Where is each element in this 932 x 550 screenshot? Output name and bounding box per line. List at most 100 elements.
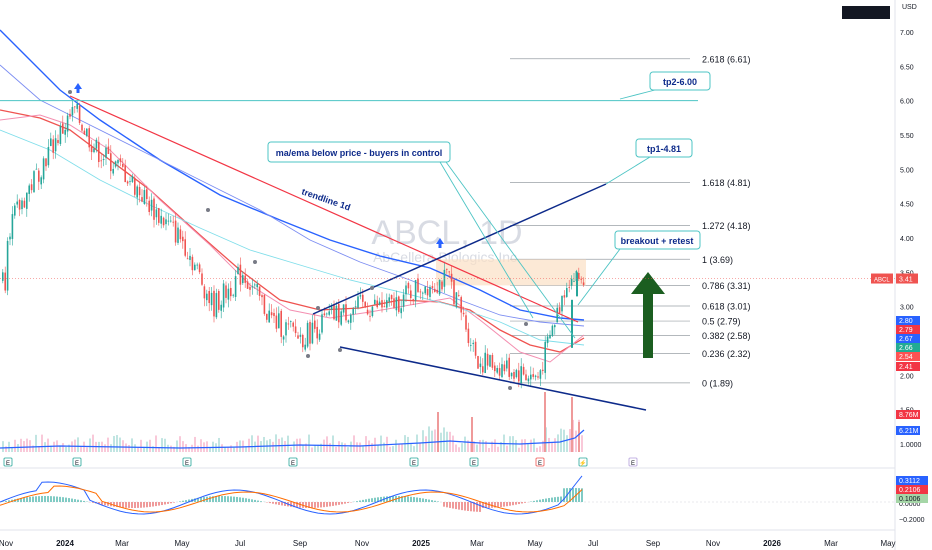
volume-bar <box>527 443 529 452</box>
macd-hist-bar <box>446 502 448 508</box>
price-badge <box>896 316 920 325</box>
macd-hist-bar <box>107 502 109 506</box>
candle-body <box>484 352 486 374</box>
macd-hist-bar <box>329 502 331 507</box>
volume-bar <box>398 444 400 452</box>
ma-note-leader-2 <box>445 161 576 339</box>
ma-note-callout[interactable]: ma/ema below price - buyers in control <box>267 141 451 163</box>
macd-hist-bar <box>257 500 259 502</box>
candle-body <box>256 284 258 288</box>
volume-bar <box>47 438 49 452</box>
macd-hist-bar <box>182 500 184 502</box>
candle-body <box>42 158 45 180</box>
candle-body <box>251 286 254 288</box>
candle-body <box>388 297 390 302</box>
macd-hist-bar <box>404 496 406 502</box>
macd-hist-bar <box>242 497 244 502</box>
volume-bar <box>497 446 499 452</box>
candle-body <box>395 297 398 311</box>
macd-hist-bar <box>221 496 223 502</box>
candle-body <box>141 197 143 202</box>
candle-body <box>30 184 33 191</box>
pivot-dot <box>370 286 374 290</box>
macd-hist-bar <box>188 499 190 502</box>
candle-body <box>417 278 419 292</box>
candle-body <box>450 273 453 282</box>
candle-body <box>426 288 429 296</box>
header-button[interactable] <box>842 6 890 19</box>
candle-body <box>86 128 88 136</box>
candle-body <box>155 209 158 218</box>
macd-hist-bar <box>179 501 181 502</box>
macd-hist-bar <box>173 502 175 503</box>
volume-bar <box>221 444 223 452</box>
volume-bar <box>155 435 157 452</box>
macd-hist-bar <box>8 500 10 502</box>
macd-hist-bar <box>32 496 34 502</box>
volume-bar <box>311 447 313 452</box>
volume-bar <box>383 442 385 452</box>
candle-body <box>50 138 52 147</box>
volume-bar <box>146 441 148 452</box>
candle-body <box>26 192 28 209</box>
candle-body <box>282 336 285 340</box>
volume-bar <box>464 436 466 452</box>
volume-bar <box>419 443 421 452</box>
price-badge-text: 2.67 <box>899 336 913 343</box>
macd-hist-bar <box>134 502 136 508</box>
callouts: tp2-6.00 tp1-4.81 ma/ema below price - b… <box>267 71 711 250</box>
macd-hist-bar <box>581 488 583 502</box>
macd-hist-bar <box>335 502 337 506</box>
candle-body <box>33 171 35 193</box>
fib-label: 1 (3.69) <box>702 255 733 265</box>
candle-body <box>340 311 342 325</box>
candle-body <box>239 264 242 285</box>
volume-bar <box>248 438 250 452</box>
macd-hist-bar <box>152 502 154 507</box>
volume-bar <box>356 442 358 452</box>
tp2-callout[interactable]: tp2-6.00 <box>649 71 711 91</box>
volume-bar <box>173 446 175 452</box>
candle-body <box>54 138 57 152</box>
moving-averages <box>0 29 585 363</box>
volume-bar <box>521 439 523 452</box>
volume-spike <box>578 422 580 452</box>
candle-body <box>270 312 273 316</box>
volume-bar <box>182 441 184 452</box>
candle-body <box>508 357 510 377</box>
time-tick: 2025 <box>412 539 430 548</box>
candle-body <box>208 290 210 304</box>
candle-body <box>59 125 62 144</box>
candle-body <box>359 295 362 297</box>
macd-hist-bar <box>272 502 274 504</box>
candle-body <box>542 369 544 371</box>
pivot-dot <box>338 348 342 352</box>
macd-hist-bar <box>506 502 508 507</box>
macd-hist-bar <box>314 502 316 508</box>
candle-body <box>537 376 539 378</box>
candle-body <box>510 372 513 377</box>
pivot-arrow-icon <box>436 238 444 244</box>
candle-body <box>162 217 165 226</box>
tp1-callout[interactable]: tp1-4.81 <box>635 138 693 158</box>
volume-bar <box>542 440 544 452</box>
volume-bar <box>158 447 160 452</box>
price-badge <box>896 343 920 352</box>
candle-body <box>244 275 246 283</box>
candle-body <box>57 140 59 144</box>
volume-bar <box>284 440 286 452</box>
volume-bar <box>251 435 253 452</box>
macd-hist-bar <box>374 497 376 502</box>
macd-hist-bar <box>461 502 463 511</box>
macd-hist-bar <box>167 502 169 504</box>
volume-bar <box>455 444 457 452</box>
fib-label: 1.618 (4.81) <box>702 178 751 188</box>
volume-bar <box>407 436 409 452</box>
breakout-callout[interactable]: breakout + retest <box>614 230 701 250</box>
volume-bar <box>218 437 220 452</box>
time-tick: Sep <box>646 539 661 548</box>
macd-hist-bar <box>20 498 22 502</box>
price-tick: 5.50 <box>900 133 914 140</box>
volume-bar <box>539 446 541 452</box>
